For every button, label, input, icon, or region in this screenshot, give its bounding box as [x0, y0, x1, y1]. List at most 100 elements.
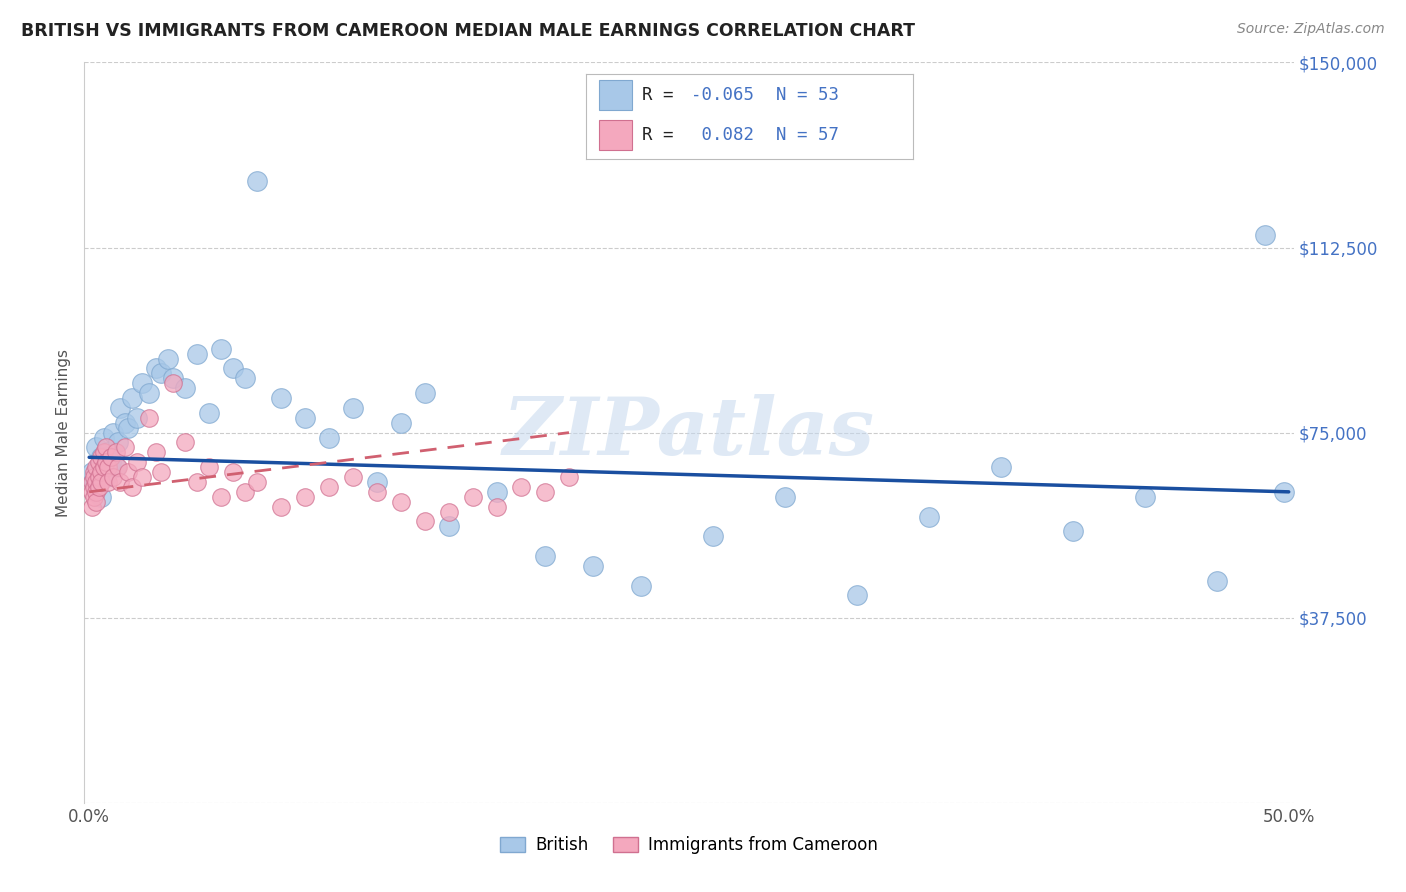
Point [97, 460, 120, 475]
Point [845, 589, 868, 603]
Point [702, 529, 724, 543]
Point [174, 381, 197, 395]
Point [86, 475, 108, 489]
Point [80, 500, 103, 514]
Point [150, 367, 173, 381]
Point [342, 401, 364, 415]
Point [246, 475, 269, 489]
Point [104, 460, 127, 475]
Point [107, 435, 129, 450]
Point [83, 480, 105, 494]
Point [437, 519, 460, 533]
Point [138, 410, 160, 425]
Point [186, 475, 208, 489]
Legend: British, Immigrants from Cameroon: British, Immigrants from Cameroon [494, 830, 884, 861]
Point [83, 490, 105, 504]
Point [83, 470, 105, 484]
Y-axis label: Median Male Earnings: Median Male Earnings [56, 349, 72, 516]
Point [87, 455, 110, 469]
Point [83, 465, 105, 479]
Point [90, 475, 112, 489]
Point [86, 494, 108, 508]
Point [117, 420, 139, 434]
Point [138, 386, 160, 401]
Point [630, 579, 652, 593]
Point [83, 475, 105, 489]
Point [294, 490, 316, 504]
Point [94, 455, 117, 469]
Point [127, 410, 149, 425]
Point [437, 505, 460, 519]
Point [114, 416, 136, 430]
Point [90, 465, 112, 479]
Point [582, 558, 605, 573]
Point [174, 435, 197, 450]
Point [485, 500, 508, 514]
Point [233, 484, 256, 499]
Point [198, 460, 221, 475]
Point [413, 515, 436, 529]
Point [222, 361, 245, 376]
Point [127, 455, 149, 469]
Point [150, 465, 173, 479]
Point [366, 484, 388, 499]
Point [90, 450, 112, 465]
Point [90, 490, 112, 504]
Point [162, 376, 184, 391]
Point [87, 470, 110, 484]
Point [413, 386, 436, 401]
Point [80, 465, 103, 479]
Point [94, 470, 117, 484]
Point [270, 391, 292, 405]
Point [342, 470, 364, 484]
Point [117, 465, 139, 479]
Point [93, 445, 115, 459]
Point [773, 490, 796, 504]
Point [114, 441, 136, 455]
Point [97, 445, 120, 459]
Point [86, 484, 108, 499]
Point [1133, 490, 1156, 504]
Text: ZIPatlas: ZIPatlas [503, 394, 875, 471]
Point [145, 445, 167, 459]
Point [209, 490, 232, 504]
Point [131, 470, 153, 484]
Point [145, 361, 167, 376]
Point [94, 441, 117, 455]
Point [87, 480, 110, 494]
Point [86, 441, 108, 455]
Point [80, 484, 103, 499]
Point [534, 484, 557, 499]
Point [233, 371, 256, 385]
Point [294, 410, 316, 425]
Point [93, 431, 115, 445]
Point [93, 460, 115, 475]
Point [1254, 228, 1277, 243]
Point [131, 376, 153, 391]
Point [918, 509, 941, 524]
Point [101, 470, 124, 484]
Point [1272, 484, 1295, 499]
Point [104, 445, 127, 459]
Point [121, 480, 143, 494]
Point [510, 480, 533, 494]
Point [86, 460, 108, 475]
Point [558, 470, 581, 484]
Point [87, 460, 110, 475]
Point [101, 425, 124, 440]
Point [485, 484, 508, 499]
Point [318, 431, 340, 445]
Point [389, 416, 412, 430]
Point [107, 460, 129, 475]
Point [110, 475, 132, 489]
Point [100, 455, 122, 469]
Point [1205, 574, 1227, 588]
Point [80, 475, 103, 489]
Point [121, 391, 143, 405]
Text: BRITISH VS IMMIGRANTS FROM CAMEROON MEDIAN MALE EARNINGS CORRELATION CHART: BRITISH VS IMMIGRANTS FROM CAMEROON MEDI… [21, 22, 915, 40]
Point [270, 500, 292, 514]
Point [318, 480, 340, 494]
Point [461, 490, 484, 504]
Point [162, 371, 184, 385]
Point [97, 475, 120, 489]
